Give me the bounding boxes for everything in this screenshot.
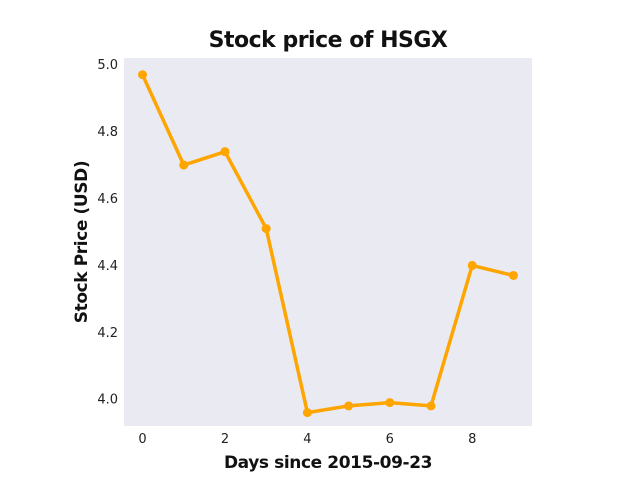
data-point <box>303 408 312 417</box>
x-tick-label: 6 <box>386 432 394 447</box>
x-axis-label: Days since 2015-09-23 <box>224 453 432 473</box>
data-point <box>179 161 188 170</box>
data-point <box>509 271 518 280</box>
data-point <box>220 147 229 156</box>
x-axis: 0 2 4 6 8 <box>138 432 476 447</box>
data-point <box>344 401 353 410</box>
y-tick-label: 5.0 <box>97 58 118 73</box>
data-point <box>468 261 477 270</box>
x-tick-label: 2 <box>221 432 229 447</box>
data-point <box>427 401 436 410</box>
y-tick-label: 4.8 <box>97 125 118 140</box>
data-point <box>138 70 147 79</box>
x-tick-label: 8 <box>468 432 476 447</box>
x-tick-label: 0 <box>138 432 146 447</box>
chart-title: Stock price of HSGX <box>209 28 448 53</box>
y-axis-label: Stock Price (USD) <box>72 161 92 323</box>
y-tick-label: 4.4 <box>97 259 118 274</box>
x-tick-label: 4 <box>303 432 311 447</box>
y-tick-label: 4.6 <box>97 192 118 207</box>
y-tick-label: 4.0 <box>97 393 118 408</box>
plot-area <box>124 58 532 426</box>
data-point <box>385 398 394 407</box>
y-tick-label: 4.2 <box>97 326 118 341</box>
y-axis: 4.0 4.2 4.4 4.6 4.8 5.0 <box>97 58 118 408</box>
data-point <box>262 224 271 233</box>
